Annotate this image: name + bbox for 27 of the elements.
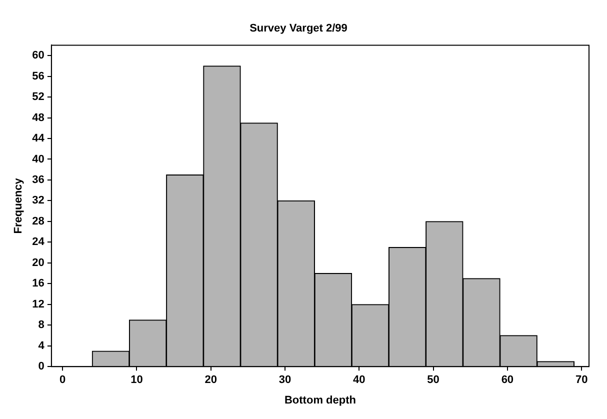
y-tick-label: 24	[32, 236, 46, 248]
y-tick-label: 60	[32, 50, 44, 62]
x-tick-label: 10	[130, 374, 143, 386]
y-tick-label: 28	[32, 215, 44, 228]
y-tick-label: 8	[38, 319, 44, 332]
y-tick-label: 48	[32, 112, 44, 124]
y-tick-label: 44	[32, 132, 46, 145]
x-tick-label: 20	[204, 374, 217, 386]
chart-title: Survey Varget 2/99	[250, 22, 348, 35]
x-tick-label: 60	[501, 374, 514, 386]
y-tick-label: 20	[32, 256, 44, 269]
x-axis-title: Bottom depth	[284, 394, 356, 406]
x-tick-label: 40	[353, 374, 366, 386]
x-tick-label: 30	[278, 374, 292, 386]
y-tick-label: 4	[38, 340, 46, 352]
y-tick-label: 32	[32, 194, 44, 207]
y-tick-label: 12	[32, 298, 44, 310]
y-tick-label: 0	[38, 360, 44, 373]
y-tick-label: 40	[32, 153, 44, 166]
y-tick-label: 16	[32, 278, 44, 290]
x-tick-label: 50	[427, 374, 440, 386]
y-tick-label: 36	[32, 174, 44, 186]
x-tick-label: 70	[575, 374, 588, 386]
x-tick-label: 0	[59, 374, 66, 386]
y-tick-label: 56	[32, 70, 44, 82]
y-tick-label: 52	[32, 91, 44, 104]
y-axis-title: Frequency	[12, 177, 25, 234]
